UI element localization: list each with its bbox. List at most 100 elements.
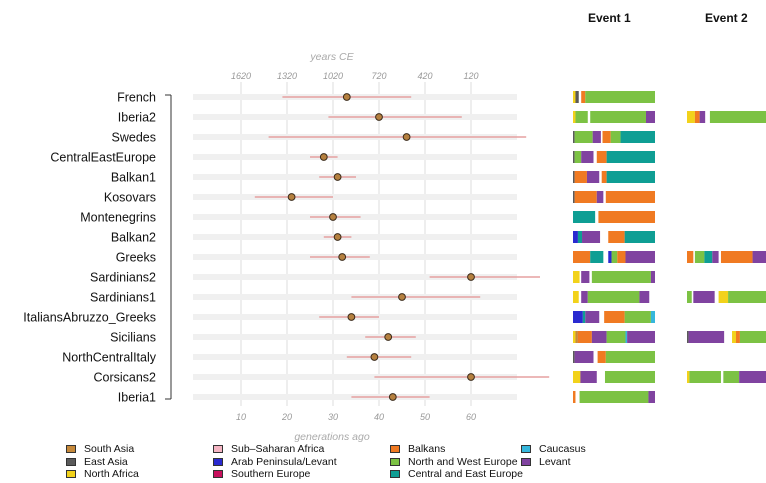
bottom-tick-label: 30 [328, 412, 338, 422]
x-axis-label: generations ago [294, 431, 369, 443]
event1-segment [573, 351, 575, 363]
event1-segment [573, 131, 575, 143]
event1-segment [602, 131, 611, 143]
event2-segment [688, 331, 725, 343]
event2-segment [728, 291, 766, 303]
legend-item: East Asia [66, 456, 128, 468]
event1-segment [577, 331, 592, 343]
event1-segment [597, 351, 606, 363]
population-label: French [117, 91, 156, 105]
event2-segment [689, 371, 721, 383]
row-bracket [165, 94, 172, 400]
event1-segment [617, 251, 626, 263]
event1-segment [573, 291, 579, 303]
event1-segment [573, 171, 575, 183]
legend-swatch [66, 470, 76, 478]
event1-segment [581, 91, 586, 103]
event2-segment [687, 251, 694, 263]
event1-segment [605, 351, 655, 363]
event2-segment [712, 251, 719, 263]
event2-segment [687, 111, 695, 123]
event1-segment [624, 311, 651, 323]
estimate-point [398, 293, 406, 301]
event1-segment [575, 331, 578, 343]
top-axis-label: years CE [309, 51, 354, 63]
event1-segment [573, 111, 576, 123]
row-band [193, 334, 517, 340]
legend-label: South Asia [84, 443, 135, 455]
event1-segment [650, 311, 655, 323]
top-tick-label: 720 [371, 71, 386, 81]
top-tick-labels: 1620 1320 1020 720 420 120 [231, 71, 479, 81]
population-label: Iberia2 [118, 111, 156, 125]
bottom-tick-labels: 10 20 30 40 50 60 [236, 412, 476, 422]
event1-segment [606, 171, 655, 183]
population-label: Montenegrins [80, 211, 156, 225]
event1-segment [624, 231, 655, 243]
estimate-point [333, 173, 342, 181]
row-bands [193, 94, 517, 400]
legend-swatch [213, 457, 223, 466]
legend-label: North and West Europe [408, 455, 518, 468]
event1-segment [573, 151, 575, 163]
legend-label: Central and East Europe [408, 468, 523, 480]
event1-segment [581, 271, 590, 283]
event1-segment [605, 191, 655, 203]
event1-segment [573, 231, 578, 243]
population-label: CentralEastEurope [50, 151, 156, 165]
legend-swatch [390, 457, 400, 466]
event1-segment [598, 211, 655, 223]
event1-segment [591, 331, 607, 343]
estimate-point [329, 213, 337, 221]
event1-segment [648, 391, 655, 403]
event2-title: Event 2 [705, 11, 748, 25]
top-tick-label: 1020 [323, 71, 343, 81]
event2-segment [739, 331, 766, 343]
legend-label: East Asia [84, 455, 128, 468]
event1-segment [606, 331, 626, 343]
estimate-point [319, 153, 328, 161]
row-band [193, 274, 517, 280]
legend-label: Arab Peninsula/Levant [231, 455, 337, 468]
bottom-tick-label: 60 [466, 412, 476, 422]
event2-bars [687, 111, 766, 383]
estimate-point [384, 333, 393, 341]
legend-swatch [213, 470, 223, 478]
event1-segment [573, 251, 591, 263]
event1-segment [590, 251, 604, 263]
population-label: Balkan1 [111, 171, 156, 185]
event1-segment [579, 391, 649, 403]
estimate-point [333, 233, 342, 241]
event1-segment [574, 351, 594, 363]
legend-item: South Asia [66, 443, 134, 455]
estimate-point [287, 193, 296, 201]
event1-bars [573, 91, 655, 403]
event1-segment [585, 91, 655, 103]
legend-swatch [66, 457, 76, 466]
population-label: Sicilians [110, 331, 156, 345]
event1-segment [586, 171, 600, 183]
event2-segment [687, 331, 689, 343]
event1-segment [574, 151, 582, 163]
event1-segment [580, 371, 597, 383]
event2-segment [704, 251, 713, 263]
event2-segment [694, 111, 700, 123]
event1-segment [581, 291, 588, 303]
population-labels: French Iberia2 Swedes CentralEastEurope Balk… [23, 91, 156, 405]
row-band [193, 234, 517, 240]
event1-segment [639, 291, 650, 303]
estimate-point [347, 313, 356, 321]
event1-segment [590, 111, 646, 123]
event2-segment [723, 371, 740, 383]
population-label: Iberia1 [118, 391, 156, 405]
event1-segment [611, 251, 618, 263]
legend-item: North and West Europe [390, 456, 518, 468]
event2-segment [720, 251, 753, 263]
bottom-tick-label: 20 [281, 412, 292, 422]
event1-segment [573, 331, 576, 343]
legend-item: Balkans [390, 443, 445, 455]
legend-label: North Africa [84, 468, 139, 480]
event1-segment [573, 91, 576, 103]
top-tick-label: 1320 [277, 71, 297, 81]
event1-segment [625, 251, 655, 263]
